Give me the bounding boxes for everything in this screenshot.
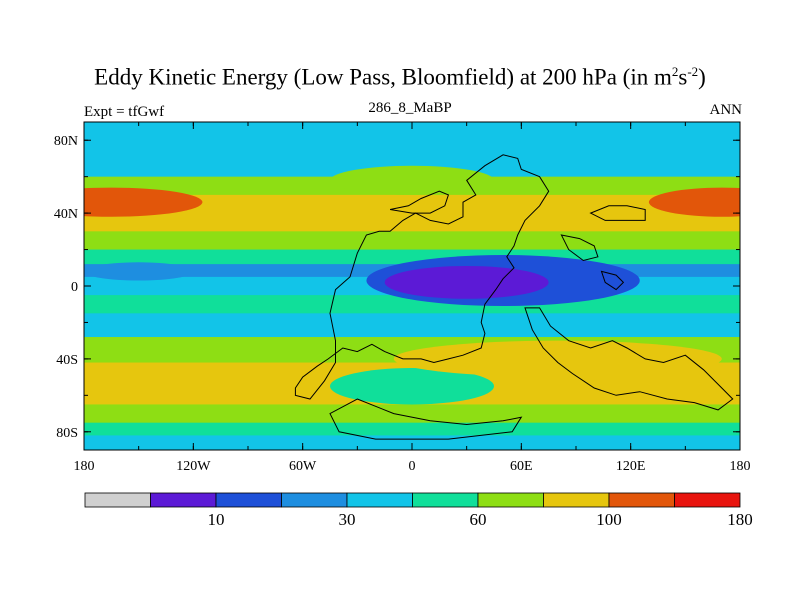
field-feature	[84, 262, 194, 281]
field-band	[84, 313, 740, 338]
coastline-path	[294, 154, 550, 400]
y-axis: 80N 40N 0 40S 80S	[54, 134, 740, 441]
coastline-path	[589, 205, 646, 221]
field-band	[84, 404, 740, 424]
field-band	[84, 422, 740, 436]
field-feature	[84, 187, 203, 217]
y-tick-label: 80S	[56, 426, 78, 441]
season-label: ANN	[709, 102, 743, 118]
coastline	[294, 154, 734, 440]
x-tick-label: 120W	[176, 459, 211, 474]
coastline-path	[560, 234, 599, 262]
coastline-path	[600, 270, 625, 291]
field-feature	[648, 187, 740, 217]
y-tick-label: 80N	[54, 134, 78, 149]
colorbar-swatch	[346, 492, 413, 508]
colorbar-swatch	[215, 492, 282, 508]
field-feature	[393, 340, 722, 378]
colorbar-label: 60	[470, 510, 487, 529]
colorbar-swatch	[674, 492, 741, 508]
y-tick-label: 40N	[54, 207, 78, 222]
experiment-label: Expt = tfGwf	[84, 104, 165, 120]
coastline-path	[524, 307, 734, 411]
colorbar-swatch	[412, 492, 479, 508]
x-tick-label: 60W	[289, 459, 317, 474]
colorbar-swatch	[477, 492, 544, 508]
field-band	[84, 209, 740, 232]
case-label: 286_8_MaBP	[368, 100, 452, 116]
colorbar-label: 30	[339, 510, 356, 529]
field-feature	[330, 165, 494, 195]
colorbar-label: 100	[596, 510, 622, 529]
colorbar-swatch	[281, 492, 348, 508]
x-tick-label: 60E	[510, 459, 533, 474]
x-tick-label: 120E	[616, 459, 646, 474]
chart-title: Eddy Kinetic Energy (Low Pass, Bloomfiel…	[94, 64, 706, 90]
x-tick-label: 180	[730, 459, 751, 474]
field-band	[84, 194, 740, 210]
y-tick-label: 0	[71, 280, 78, 295]
field-feature	[384, 265, 549, 299]
colorbar-label: 180	[727, 510, 753, 529]
x-tick-label: 180	[74, 459, 95, 474]
colorbar-swatch	[608, 492, 675, 508]
x-axis: 180 120W 60W 0 60E 120E 180	[74, 122, 751, 474]
colorbar-swatch	[150, 492, 217, 508]
coastline-path	[390, 190, 450, 214]
y-tick-label: 40S	[56, 353, 78, 368]
colorbar-label: 10	[208, 510, 225, 529]
colorbar-swatch	[84, 492, 151, 508]
field-feature	[330, 368, 494, 405]
field-band	[84, 231, 740, 251]
eke-field	[84, 122, 740, 450]
x-tick-label: 0	[409, 459, 416, 474]
coastline-path	[329, 398, 523, 440]
colorbar-swatch	[543, 492, 610, 508]
colorbar: 10 30 60 100 180	[84, 492, 753, 529]
